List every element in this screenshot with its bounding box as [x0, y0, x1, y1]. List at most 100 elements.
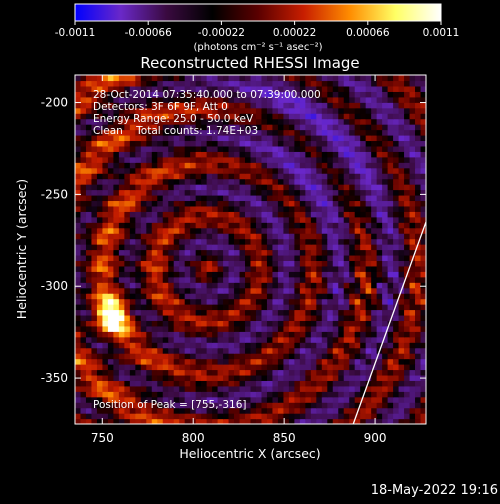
- heatmap-cell: [299, 331, 306, 338]
- heatmap-cell: [184, 309, 191, 316]
- heatmap-cell: [228, 151, 235, 158]
- heatmap-cell: [349, 145, 356, 152]
- heatmap-cell: [234, 309, 241, 316]
- colorbar-tick-label: -0.00022: [198, 27, 245, 39]
- heatmap-cell: [415, 134, 422, 142]
- heatmap-cell: [239, 374, 246, 381]
- heatmap-cell: [85, 107, 93, 114]
- heatmap-cell: [382, 200, 389, 207]
- heatmap-cell: [338, 293, 345, 300]
- heatmap-cell: [124, 380, 131, 387]
- heatmap-cell: [387, 364, 394, 371]
- heatmap-cell: [184, 293, 191, 300]
- heatmap-cell: [228, 309, 235, 316]
- heatmap-cell: [157, 107, 164, 114]
- heatmap-cell: [409, 96, 416, 103]
- heatmap-cell: [294, 271, 301, 278]
- heatmap-cell: [398, 347, 405, 354]
- heatmap-cell: [245, 113, 252, 120]
- heatmap-cell: [343, 293, 350, 300]
- heatmap-cell: [173, 385, 180, 392]
- heatmap-cell: [206, 325, 213, 332]
- heatmap-cell: [343, 184, 350, 191]
- heatmap-cell: [184, 151, 191, 158]
- heatmap-cell: [404, 254, 411, 261]
- colorbar-tick-label: -0.0011: [55, 27, 96, 39]
- heatmap-cell: [420, 222, 426, 229]
- heatmap-cell: [294, 254, 301, 261]
- heatmap-cell: [217, 276, 224, 283]
- heatmap-cell: [283, 189, 290, 196]
- heatmap-cell: [113, 309, 120, 316]
- heatmap-cell: [288, 222, 295, 229]
- heatmap-cell: [96, 113, 104, 120]
- heatmap-cell: [135, 91, 142, 98]
- heatmap-cell: [212, 271, 219, 278]
- heatmap-cell: [124, 325, 131, 332]
- heatmap-cell: [294, 118, 301, 125]
- heatmap-cell: [234, 85, 241, 92]
- heatmap-cell: [277, 369, 284, 376]
- heatmap-cell: [228, 325, 235, 332]
- heatmap-cell: [310, 353, 317, 360]
- heatmap-cell: [157, 96, 164, 103]
- heatmap-cell: [212, 380, 219, 387]
- heatmap-cell: [294, 298, 301, 305]
- heatmap-cell: [140, 96, 147, 103]
- heatmap-cell: [420, 238, 426, 245]
- heatmap-cell: [338, 407, 345, 414]
- heatmap-cell: [310, 254, 317, 261]
- heatmap-cell: [80, 282, 87, 289]
- heatmap-cell: [107, 325, 114, 332]
- heatmap-cell: [283, 102, 290, 109]
- heatmap-cell: [299, 293, 306, 300]
- heatmap-cell: [365, 265, 372, 272]
- heatmap-cell: [162, 118, 169, 125]
- heatmap-cell: [310, 96, 317, 103]
- heatmap-cell: [118, 244, 125, 251]
- heatmap-cell: [80, 205, 87, 212]
- heatmap-cell: [338, 396, 345, 403]
- heatmap-cell: [190, 314, 197, 321]
- heatmap-cell: [217, 249, 224, 256]
- heatmap-cell: [239, 320, 246, 327]
- heatmap-cell: [360, 265, 367, 272]
- heatmap-cell: [173, 353, 180, 360]
- heatmap-cell: [299, 238, 306, 245]
- heatmap-cell: [195, 205, 202, 212]
- heatmap-cell: [376, 254, 383, 261]
- heatmap-cell: [140, 211, 147, 218]
- heatmap-cell: [157, 178, 164, 185]
- heatmap-cell: [294, 156, 301, 163]
- heatmap-cell: [223, 402, 230, 409]
- heatmap-cell: [277, 227, 284, 234]
- heatmap-cell: [195, 271, 202, 278]
- heatmap-cell: [234, 325, 241, 332]
- heatmap-cell: [201, 113, 208, 120]
- heatmap-cell: [360, 118, 367, 125]
- heatmap-cell: [102, 396, 109, 403]
- heatmap-cell: [201, 91, 208, 98]
- heatmap-cell: [162, 385, 169, 392]
- y-tick-label: -350: [41, 371, 68, 385]
- heatmap-cell: [338, 364, 345, 371]
- heatmap-cell: [365, 184, 372, 191]
- heatmap-cell: [321, 293, 328, 300]
- colorbar-tick-label: 0.00022: [273, 27, 316, 39]
- heatmap-cell: [96, 282, 104, 289]
- heatmap-cell: [294, 325, 301, 332]
- heatmap-cell: [201, 124, 208, 131]
- y-axis-label: Heliocentric Y (arcsec): [14, 179, 29, 319]
- heatmap-cell: [321, 413, 328, 420]
- heatmap-cell: [393, 102, 400, 109]
- heatmap-cell: [299, 380, 306, 387]
- heatmap-cell: [96, 211, 104, 218]
- heatmap-cell: [157, 222, 164, 229]
- heatmap-cell: [409, 233, 416, 240]
- heatmap-cell: [420, 336, 426, 343]
- heatmap-cell: [250, 287, 257, 294]
- heatmap-cell: [168, 167, 175, 174]
- heatmap-cell: [201, 314, 208, 321]
- heatmap-cell: [129, 374, 136, 381]
- heatmap-cell: [404, 314, 411, 321]
